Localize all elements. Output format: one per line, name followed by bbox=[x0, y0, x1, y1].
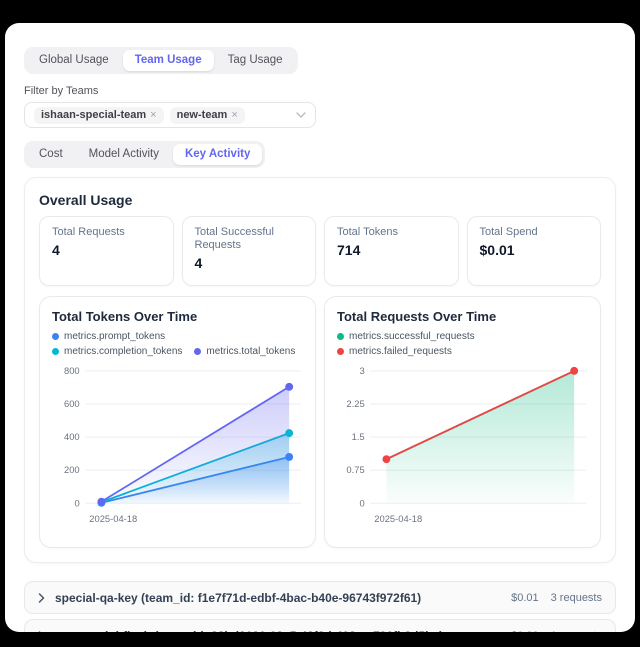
legend-label: metrics.total_tokens bbox=[206, 346, 296, 357]
svg-text:800: 800 bbox=[64, 366, 80, 376]
chart-legend: metrics.prompt_tokens metrics.completion… bbox=[52, 331, 303, 357]
tab-global-usage[interactable]: Global Usage bbox=[39, 54, 109, 66]
key-metrics: $0.00 1 requests bbox=[511, 630, 602, 633]
legend-item: metrics.completion_tokens bbox=[52, 346, 182, 357]
stat-value: 4 bbox=[52, 242, 60, 258]
usage-scope-tabs: Global Usage Team Usage Tag Usage bbox=[24, 47, 298, 74]
chart-grid: Total Tokens Over Time metrics.prompt_to… bbox=[39, 296, 601, 548]
overall-usage-title: Overall Usage bbox=[39, 192, 133, 208]
team-chip[interactable]: ishaan-special-team × bbox=[34, 106, 164, 124]
key-accordion-test-gemini-flash[interactable]: test-gemini-flash (team_id: 28bd3181-02c… bbox=[24, 619, 616, 632]
stat-total-successful-requests: Total Successful Requests 4 bbox=[181, 216, 316, 286]
key-accordion-special-qa-key[interactable]: special-qa-key (team_id: f1e7f71d-edbf-4… bbox=[24, 581, 616, 614]
stat-grid: Total Requests 4 Total Successful Reques… bbox=[39, 216, 601, 286]
chart-title: Total Tokens Over Time bbox=[52, 309, 198, 324]
svg-text:2025-04-18: 2025-04-18 bbox=[89, 514, 137, 524]
stat-total-requests: Total Requests 4 bbox=[39, 216, 174, 286]
tab-team-usage[interactable]: Team Usage bbox=[122, 50, 214, 71]
key-spend: $0.01 bbox=[511, 591, 539, 604]
legend-item: metrics.failed_requests bbox=[337, 346, 588, 357]
legend-dot-icon bbox=[52, 348, 59, 355]
legend-item: metrics.total_tokens bbox=[194, 346, 295, 357]
svg-text:600: 600 bbox=[64, 399, 80, 409]
chart-legend: metrics.successful_requests metrics.fail… bbox=[337, 331, 588, 357]
tab-cost[interactable]: Cost bbox=[39, 148, 63, 160]
legend-item: metrics.prompt_tokens bbox=[52, 331, 165, 342]
legend-dot-icon bbox=[337, 333, 344, 340]
chevron-right-icon bbox=[38, 592, 45, 603]
svg-text:200: 200 bbox=[64, 465, 80, 475]
stat-label: Total Requests bbox=[52, 226, 125, 238]
svg-text:400: 400 bbox=[64, 432, 80, 442]
team-chip[interactable]: new-team × bbox=[169, 106, 245, 124]
team-chip-label: new-team bbox=[176, 108, 228, 121]
svg-text:3: 3 bbox=[359, 366, 364, 376]
stat-total-tokens: Total Tokens 714 bbox=[324, 216, 459, 286]
legend-label: metrics.prompt_tokens bbox=[64, 331, 166, 342]
tab-tag-usage[interactable]: Tag Usage bbox=[227, 54, 283, 66]
chevron-right-icon bbox=[38, 630, 45, 632]
legend-dot-icon bbox=[52, 333, 59, 340]
legend-item: metrics.successful_requests bbox=[337, 331, 588, 342]
svg-text:0.75: 0.75 bbox=[346, 465, 364, 475]
remove-team-icon[interactable]: × bbox=[231, 108, 238, 121]
key-request-count: 3 requests bbox=[550, 591, 602, 604]
stat-value: $0.01 bbox=[479, 242, 515, 258]
stat-label: Total Tokens bbox=[337, 226, 398, 238]
key-spend: $0.00 bbox=[511, 630, 539, 633]
tokens-over-time-chart-card: Total Tokens Over Time metrics.prompt_to… bbox=[39, 296, 316, 548]
legend-dot-icon bbox=[194, 348, 202, 355]
svg-text:2025-04-18: 2025-04-18 bbox=[374, 514, 422, 524]
chart-title: Total Requests Over Time bbox=[337, 309, 497, 324]
stat-label: Total Spend bbox=[479, 226, 538, 238]
remove-team-icon[interactable]: × bbox=[150, 108, 157, 121]
requests-area-chart: 0 0.75 1.5 2.25 3 2025-04-18 bbox=[346, 366, 587, 524]
tokens-area-chart: 0 200 400 600 800 2025-04-18 bbox=[64, 366, 302, 524]
svg-text:1.5: 1.5 bbox=[352, 432, 365, 442]
team-chip-label: ishaan-special-team bbox=[41, 108, 147, 121]
activity-tabs: Cost Model Activity Key Activity bbox=[24, 141, 266, 168]
filter-by-teams-label: Filter by Teams bbox=[24, 85, 99, 97]
tab-model-activity[interactable]: Model Activity bbox=[88, 148, 159, 160]
svg-text:2.25: 2.25 bbox=[346, 399, 364, 409]
overall-usage-card: Overall Usage Total Requests 4 Total Suc… bbox=[24, 177, 616, 563]
key-request-count: 1 requests bbox=[551, 630, 602, 633]
key-name: special-qa-key (team_id: f1e7f71d-edbf-4… bbox=[55, 590, 422, 605]
stat-label: Total Successful Requests bbox=[194, 226, 274, 251]
stat-total-spend: Total Spend $0.01 bbox=[466, 216, 601, 286]
tab-key-activity[interactable]: Key Activity bbox=[172, 144, 263, 165]
key-list: special-qa-key (team_id: f1e7f71d-edbf-4… bbox=[24, 581, 616, 632]
usage-dashboard-window: Global Usage Team Usage Tag Usage Filter… bbox=[5, 23, 635, 632]
svg-text:0: 0 bbox=[74, 498, 79, 508]
team-filter-select[interactable]: ishaan-special-team × new-team × bbox=[24, 102, 316, 128]
chevron-down-icon bbox=[296, 112, 306, 118]
legend-label: metrics.successful_requests bbox=[349, 331, 475, 342]
stat-value: 714 bbox=[337, 242, 361, 258]
legend-label: metrics.failed_requests bbox=[349, 346, 452, 357]
key-name: test-gemini-flash (team_id: 28bd3181-02c… bbox=[55, 629, 443, 633]
requests-over-time-chart-card: Total Requests Over Time metrics.success… bbox=[324, 296, 601, 548]
legend-label: metrics.completion_tokens bbox=[64, 346, 183, 357]
key-metrics: $0.01 3 requests bbox=[511, 592, 602, 604]
stat-value: 4 bbox=[194, 255, 203, 271]
legend-dot-icon bbox=[337, 348, 344, 355]
svg-text:0: 0 bbox=[359, 498, 364, 508]
